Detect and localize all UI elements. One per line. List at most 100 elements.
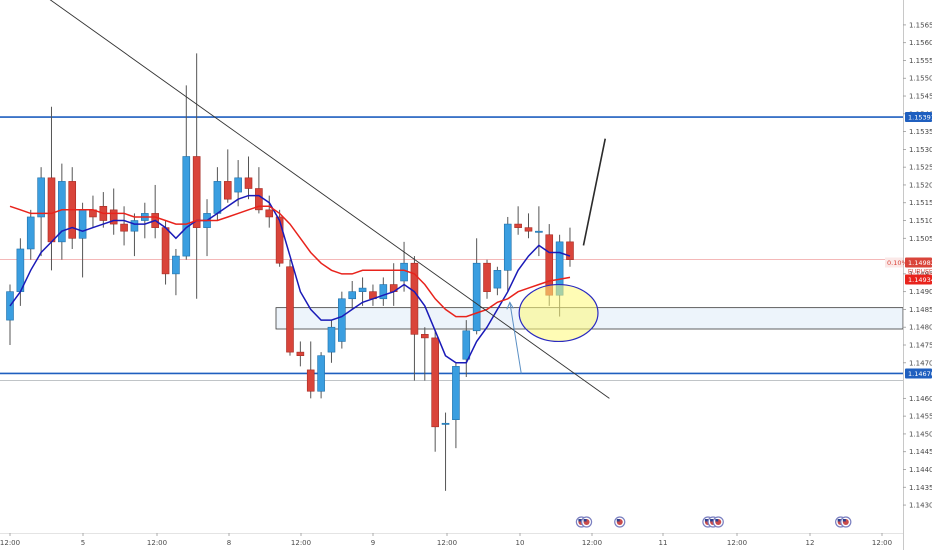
price-axis[interactable]: 1.156501.156001.155501.155001.154501.154… xyxy=(903,21,932,510)
candle-up xyxy=(213,181,222,214)
candle-down xyxy=(47,177,56,243)
candle-down xyxy=(244,177,253,189)
candle-up xyxy=(358,287,367,292)
candle-up xyxy=(234,177,242,193)
ma-value-tag-box xyxy=(905,274,932,285)
price-tick-label: 1.14900 xyxy=(909,288,932,296)
current-price-tag: 1.14982 xyxy=(905,257,932,268)
event-flag-canton xyxy=(583,519,587,522)
price-tick-label: 1.14700 xyxy=(909,359,932,367)
change-tag: 0.10% xyxy=(885,257,908,268)
price-tick-label: 1.14850 xyxy=(909,306,932,314)
price-tick-label: 1.15150 xyxy=(909,199,932,207)
event-flag-canton xyxy=(704,519,708,522)
moving-average-line-2 xyxy=(9,205,571,318)
time-tick-label: 5 xyxy=(81,539,85,547)
projection-line xyxy=(582,138,607,246)
price-tick-label: 1.14550 xyxy=(909,413,932,421)
candle-down xyxy=(286,266,294,353)
candle-down xyxy=(514,223,522,228)
time-tick-label: 9 xyxy=(371,539,375,547)
candle-up xyxy=(26,216,35,250)
time-tick-label: 12:00 xyxy=(147,539,167,547)
price-tick-label: 1.14950 xyxy=(909,270,932,278)
candle-up xyxy=(400,262,408,282)
price-tick-label: 1.15650 xyxy=(909,21,932,29)
pair-label: EURUSD xyxy=(908,270,932,276)
price-tick-label: 1.14600 xyxy=(909,395,932,403)
price-tick-label: 1.14300 xyxy=(909,502,932,510)
moving-averages xyxy=(9,194,571,364)
change-tag-box xyxy=(885,257,903,268)
candle-down xyxy=(483,262,491,292)
horizontal-levels xyxy=(0,116,903,381)
time-tick-label: 12:00 xyxy=(872,539,892,547)
candle-up xyxy=(37,177,45,218)
candle-up xyxy=(130,220,139,232)
price-tick-label: 1.15550 xyxy=(909,57,932,65)
candle-down xyxy=(223,181,232,200)
candle-down xyxy=(255,188,263,211)
event-flag-icon xyxy=(614,516,626,528)
lower-level-tag: 1.14670 xyxy=(905,368,932,379)
event-flag-icon xyxy=(712,516,724,528)
candle-down xyxy=(431,337,439,428)
event-flag-icon xyxy=(580,516,593,528)
time-tick-label: 12:00 xyxy=(727,539,747,547)
event-flag-canton xyxy=(837,519,841,522)
arrow-head xyxy=(506,301,514,310)
candles xyxy=(6,53,574,491)
price-tick-label: 1.14350 xyxy=(909,484,932,492)
candle-down xyxy=(410,262,419,335)
event-flag-canton xyxy=(715,519,719,522)
candle-down xyxy=(420,334,429,339)
price-tick-label: 1.15050 xyxy=(909,235,932,243)
current-price-tag-text: 1.14982 xyxy=(908,259,932,267)
time-tick-label: 12:00 xyxy=(437,539,457,547)
candle-up xyxy=(493,270,502,289)
candle-up xyxy=(462,330,471,360)
candle-down xyxy=(161,227,170,275)
time-tick-label: 12:00 xyxy=(291,539,311,547)
price-tick-label: 1.15250 xyxy=(909,164,932,172)
candle-down xyxy=(296,351,305,356)
candle-down xyxy=(566,241,574,260)
price-tick-label: 1.14500 xyxy=(909,430,932,438)
candle-up xyxy=(503,223,512,271)
candle-up xyxy=(327,326,336,353)
candle-down xyxy=(120,223,128,232)
event-flag-icon xyxy=(840,516,852,528)
time-tick-label: 10 xyxy=(516,539,525,547)
event-icons xyxy=(575,516,852,528)
candle-up xyxy=(441,422,450,425)
trendline xyxy=(49,0,610,399)
candle-up xyxy=(452,366,460,420)
highlight-circle xyxy=(518,283,599,343)
change-tag-text: 0.10% xyxy=(887,259,908,267)
price-tick-label: 1.15600 xyxy=(909,39,932,47)
event-flag-canton xyxy=(578,519,582,522)
candle-up xyxy=(472,262,481,332)
candle-down xyxy=(524,227,533,232)
time-tick-label: 12:00 xyxy=(582,539,602,547)
event-flag-canton xyxy=(710,519,714,522)
moving-average-line-1 xyxy=(9,194,571,364)
event-flag-canton xyxy=(616,519,620,522)
price-tick-label: 1.15300 xyxy=(909,146,932,154)
lower-level-tag-text: 1.14670 xyxy=(908,370,932,378)
candle-down xyxy=(192,156,201,228)
candle-up xyxy=(78,209,87,239)
drawings xyxy=(49,0,610,399)
price-tick-label: 1.15350 xyxy=(909,128,932,136)
candle-down xyxy=(275,216,284,264)
candle-down xyxy=(265,209,274,218)
time-tick-label: 12:00 xyxy=(0,539,20,547)
candle-up xyxy=(317,355,325,392)
candle-up xyxy=(535,230,543,233)
price-tick-label: 1.15100 xyxy=(909,217,932,225)
time-axis[interactable]: 12:00 5 12:00 8 12:00 9 12:00 10 12:00 11 12:00 12 1… xyxy=(0,533,892,547)
